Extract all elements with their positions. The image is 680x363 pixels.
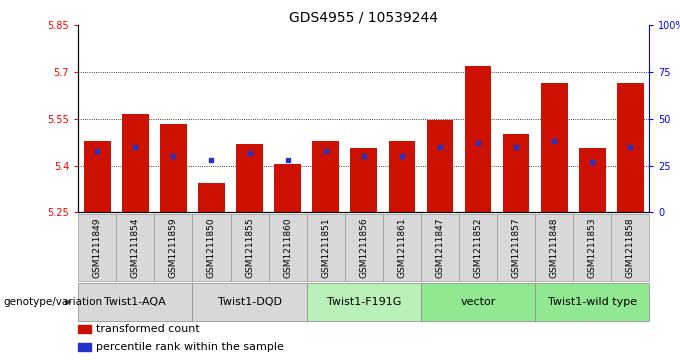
Text: GSM1211854: GSM1211854 xyxy=(131,217,140,278)
Bar xyxy=(274,164,301,212)
Text: GSM1211860: GSM1211860 xyxy=(283,217,292,278)
Bar xyxy=(236,144,263,212)
Bar xyxy=(464,66,492,212)
Bar xyxy=(154,214,192,281)
Bar xyxy=(345,214,383,281)
Bar xyxy=(426,121,454,212)
Bar xyxy=(192,214,231,281)
Bar xyxy=(84,141,111,212)
Text: GSM1211855: GSM1211855 xyxy=(245,217,254,278)
Text: transformed count: transformed count xyxy=(97,323,200,334)
Text: GSM1211858: GSM1211858 xyxy=(626,217,635,278)
Bar xyxy=(497,214,535,281)
Text: GSM1211852: GSM1211852 xyxy=(473,217,483,278)
Bar xyxy=(78,343,90,351)
Bar xyxy=(388,141,415,212)
Bar xyxy=(312,141,339,212)
Bar xyxy=(350,148,377,212)
Bar xyxy=(421,214,459,281)
Text: Twist1-AQA: Twist1-AQA xyxy=(105,297,166,307)
Bar xyxy=(78,283,192,321)
Bar xyxy=(383,214,421,281)
Bar xyxy=(535,214,573,281)
Bar xyxy=(122,114,149,212)
Text: GSM1211861: GSM1211861 xyxy=(397,217,407,278)
Text: GSM1211853: GSM1211853 xyxy=(588,217,597,278)
Text: genotype/variation: genotype/variation xyxy=(3,297,103,307)
Text: GSM1211856: GSM1211856 xyxy=(359,217,369,278)
Text: Twist1-DQD: Twist1-DQD xyxy=(218,297,282,307)
Text: GSM1211849: GSM1211849 xyxy=(92,217,102,278)
Bar xyxy=(198,183,225,212)
Text: GSM1211859: GSM1211859 xyxy=(169,217,178,278)
Bar xyxy=(78,214,116,281)
Text: Twist1-F191G: Twist1-F191G xyxy=(326,297,401,307)
Text: GSM1211848: GSM1211848 xyxy=(549,217,559,278)
Bar xyxy=(116,214,154,281)
Bar xyxy=(617,83,644,212)
Bar xyxy=(421,283,535,321)
Bar xyxy=(459,214,497,281)
Bar xyxy=(160,123,187,212)
Text: GSM1211851: GSM1211851 xyxy=(321,217,330,278)
Bar xyxy=(611,214,649,281)
Bar xyxy=(192,283,307,321)
Text: GSM1211857: GSM1211857 xyxy=(511,217,521,278)
Bar xyxy=(78,325,90,333)
Bar xyxy=(573,214,611,281)
Text: Twist1-wild type: Twist1-wild type xyxy=(547,297,637,307)
Bar xyxy=(503,134,530,212)
Bar xyxy=(307,283,421,321)
Bar xyxy=(307,214,345,281)
Text: percentile rank within the sample: percentile rank within the sample xyxy=(97,342,284,352)
Bar xyxy=(541,83,568,212)
Text: vector: vector xyxy=(460,297,496,307)
Bar xyxy=(231,214,269,281)
Text: GSM1211847: GSM1211847 xyxy=(435,217,445,278)
Bar xyxy=(579,148,606,212)
Bar xyxy=(535,283,649,321)
Text: GSM1211850: GSM1211850 xyxy=(207,217,216,278)
Title: GDS4955 / 10539244: GDS4955 / 10539244 xyxy=(289,10,439,24)
Bar xyxy=(269,214,307,281)
